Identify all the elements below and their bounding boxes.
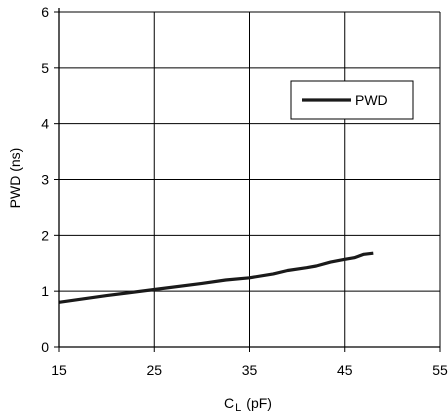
x-tick-label: 35 [242,362,258,378]
y-axis-label: PWD (ns) [7,148,23,209]
x-tick-label: 45 [337,362,353,378]
y-tick-label: 1 [41,283,49,299]
legend-label: PWD [355,92,388,108]
legend: PWD [290,80,414,120]
x-axis-label-unit: (pF) [246,395,272,411]
y-tick-label: 5 [41,60,49,76]
x-tick-label: 55 [432,362,448,378]
y-tick-label: 6 [41,4,49,20]
ticks [54,11,441,352]
y-tick-label: 0 [41,339,49,355]
x-axis-label: CL (pF) [224,395,272,414]
y-tick-label: 3 [41,172,49,188]
x-axis-label-subscript: L [235,402,241,414]
x-tick-label: 25 [146,362,162,378]
grid [59,11,441,347]
y-tick-label: 2 [41,227,49,243]
series-line-pwd [58,251,374,304]
x-tick-label: 15 [51,362,67,378]
x-axis-label-main: C [224,395,234,411]
y-tick-label: 4 [41,116,49,132]
series-layer [58,251,374,304]
